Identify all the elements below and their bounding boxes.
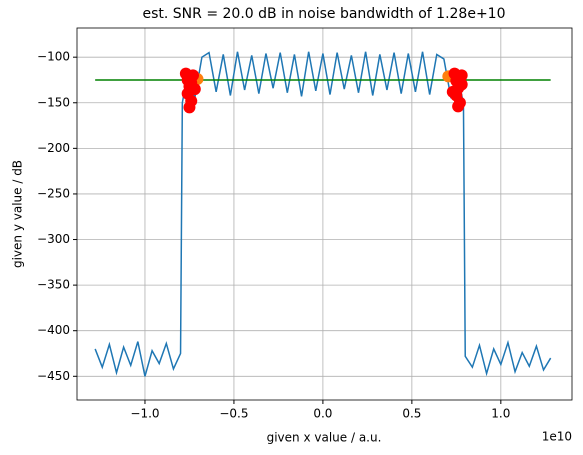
x-axis-label: given x value / a.u. [267, 431, 382, 445]
plot-area [94, 51, 552, 377]
x-tick-label: 0.5 [402, 407, 421, 421]
axes-frame [76, 27, 573, 401]
y-tick-label: −350 [37, 278, 70, 292]
marker [183, 101, 196, 114]
y-tick-label: −100 [37, 50, 70, 64]
marker [455, 78, 468, 91]
marker [185, 76, 198, 89]
y-tick-label: −250 [37, 186, 70, 200]
x-tick-label: 1.0 [491, 407, 510, 421]
x-offset-label: 1e10 [542, 430, 572, 444]
y-axis-label: given y value / dB [11, 160, 25, 268]
x-tick-label: −0.5 [219, 407, 248, 421]
marker [446, 85, 459, 98]
y-tick-label: −300 [37, 232, 70, 246]
x-tick-label: 0.0 [313, 407, 332, 421]
y-tick-label: −450 [37, 369, 70, 383]
y-tick-label: −200 [37, 141, 70, 155]
chart-title: est. SNR = 20.0 dB in noise bandwidth of… [142, 6, 505, 22]
series-line [94, 51, 552, 377]
marker [455, 69, 468, 82]
y-tick-label: −400 [37, 323, 70, 337]
marker [452, 100, 465, 113]
y-tick-label: −150 [37, 95, 70, 109]
x-tick-label: −1.0 [130, 407, 159, 421]
